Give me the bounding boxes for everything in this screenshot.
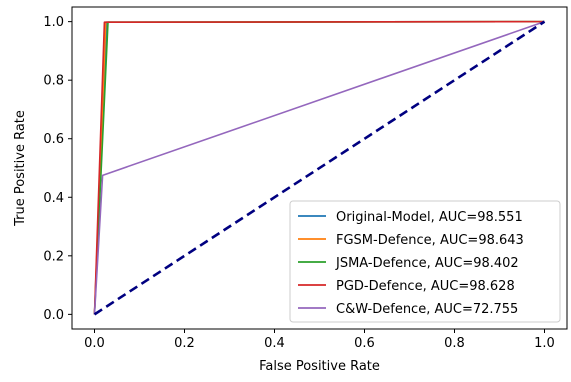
y-tick-label: 0.6 [43,132,64,147]
legend-label: PGD-Defence, AUC=98.628 [336,279,515,294]
reference-diagonal-line [93,20,546,316]
plot-frame [71,6,568,330]
x-tick-label: 1.0 [534,336,555,351]
y-tick-label: 0.4 [43,191,64,206]
y-tick-label: 1.0 [43,15,64,30]
x-tick-label: 0.0 [84,336,105,351]
legend-label: C&W-Defence, AUC=72.755 [336,302,518,317]
legend: Original-Model, AUC=98.551 FGSM-Defence, … [289,200,561,323]
legend-label: JSMA-Defence, AUC=98.402 [335,256,519,271]
series-line [93,20,545,315]
x-tick-label: 0.6 [354,336,375,351]
x-axis-label: False Positive Rate [259,359,380,374]
y-tick-label: 0.0 [43,308,64,323]
y-axis-label: True Positive Rate [13,110,28,227]
legend-box [289,200,561,323]
legend-label: Original-Model, AUC=98.551 [336,210,523,225]
x-tick-label: 0.4 [264,336,285,351]
axis-ticks: 0.0 0.2 0.4 0.6 0.8 1.0 0.0 0.2 0.4 0.6 0.8 1.0 [43,15,555,351]
x-tick-label: 0.2 [174,336,195,351]
y-tick-label: 0.2 [43,249,64,264]
plot-lines [93,20,546,316]
y-tick-label: 0.8 [43,74,64,89]
x-tick-label: 0.8 [444,336,465,351]
legend-label: FGSM-Defence, AUC=98.643 [336,233,524,248]
series-line [93,20,545,315]
